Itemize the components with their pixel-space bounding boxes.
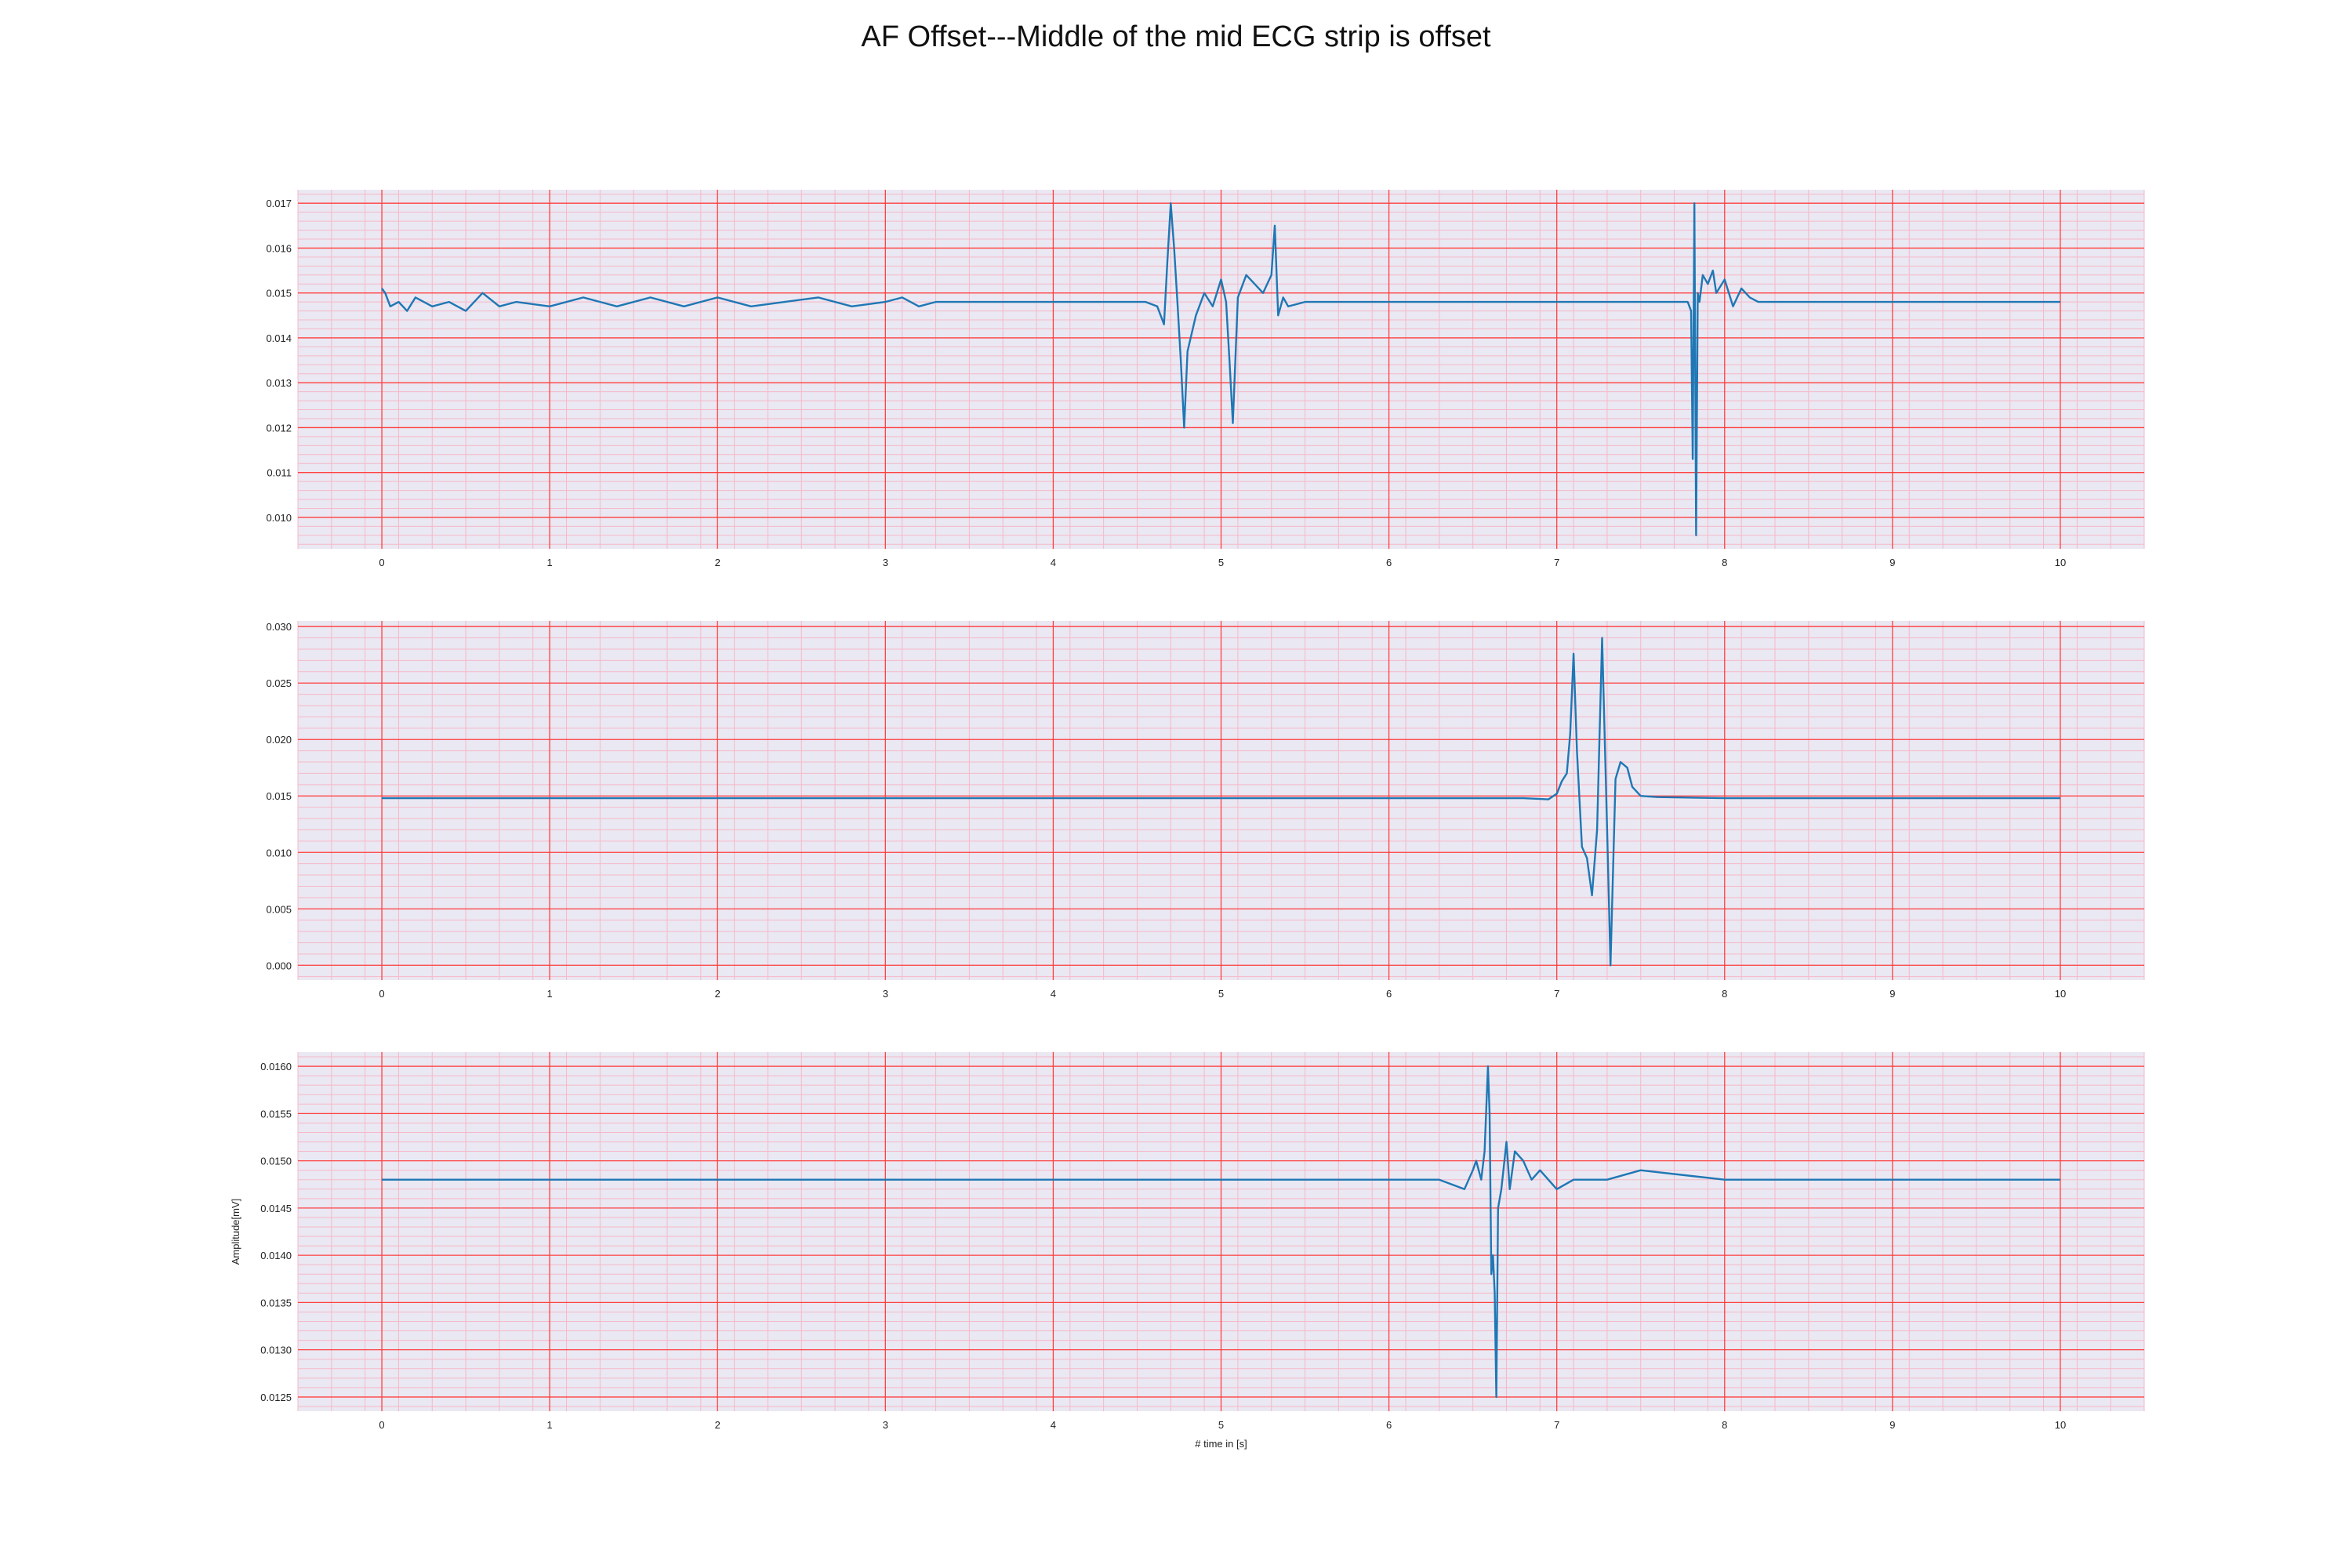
x-tick-label: 9 (1889, 988, 1895, 1000)
ecg-strip-3: 0 1 2 3 4 5 6 7 8 9 10 0.0125 0.0130 0.0135 0.0140 0.01… (230, 1052, 2145, 1450)
x-tick-label: 5 (1218, 988, 1224, 1000)
y-tick-label: 0.025 (266, 677, 292, 689)
y-tick-label: 0.0160 (260, 1061, 292, 1073)
x-axis-label: # time in [s] (1195, 1438, 1247, 1450)
x-tick-label: 10 (2055, 557, 2066, 568)
x-tick-label: 4 (1051, 1419, 1056, 1431)
y-tick-label: 0.0150 (260, 1156, 292, 1167)
y-tick-label: 0.016 (266, 242, 292, 254)
x-tick-label: 9 (1889, 1419, 1895, 1431)
y-tick-label: 0.013 (266, 377, 292, 389)
y-tick-label: 0.010 (266, 512, 292, 524)
y-tick-label: 0.011 (267, 467, 292, 479)
x-tick-label: 7 (1554, 988, 1559, 1000)
x-tick-label: 10 (2055, 1419, 2066, 1431)
x-tick-label: 0 (379, 1419, 384, 1431)
x-tick-label: 8 (1722, 1419, 1727, 1431)
ecg-signal-line (382, 1065, 2060, 1399)
x-tick-label: 8 (1722, 988, 1727, 1000)
x-tick-label: 2 (715, 1419, 720, 1431)
x-tick-label: 10 (2055, 988, 2066, 1000)
x-tick-label: 6 (1386, 1419, 1392, 1431)
y-tick-label: 0.0135 (260, 1297, 292, 1308)
figure-title: AF Offset---Middle of the mid ECG strip … (861, 20, 1491, 53)
y-tick-label: 0.0140 (260, 1250, 292, 1261)
ecg-signal-line (382, 637, 2060, 967)
y-tick-label: 0.005 (266, 903, 292, 915)
y-tick-label: 0.015 (266, 790, 292, 802)
x-tick-label: 3 (883, 1419, 888, 1431)
x-tick-label: 0 (379, 988, 384, 1000)
x-tick-label: 1 (547, 557, 553, 568)
x-tick-label: 4 (1051, 988, 1056, 1000)
x-tick-label: 9 (1889, 557, 1895, 568)
x-tick-label: 1 (547, 1419, 553, 1431)
ecg-signal-line (381, 202, 2060, 536)
x-tick-label: 6 (1386, 557, 1392, 568)
x-tick-label: 4 (1051, 557, 1056, 568)
y-tick-label: 0.012 (266, 422, 292, 434)
x-tick-label: 3 (883, 557, 888, 568)
y-tick-label: 0.0145 (260, 1203, 292, 1214)
y-tick-label: 0.020 (266, 734, 292, 746)
x-tick-label: 3 (883, 988, 888, 1000)
y-tick-label: 0.015 (266, 288, 292, 299)
y-tick-label: 0.0130 (260, 1345, 292, 1356)
y-tick-label: 0.0155 (260, 1108, 292, 1120)
y-tick-label: 0.014 (266, 332, 292, 344)
y-tick-label: 0.030 (266, 621, 292, 633)
x-tick-label: 5 (1218, 1419, 1224, 1431)
x-tick-label: 7 (1554, 557, 1559, 568)
y-tick-label: 0.000 (266, 960, 292, 971)
x-tick-label: 1 (547, 988, 553, 1000)
y-tick-label: 0.010 (266, 847, 292, 858)
ecg-strip-1: 0 1 2 3 4 5 6 7 8 9 10 0.010 0.011 0.012 0.013 0.014 0.0… (266, 190, 2145, 568)
ecg-strip-2: 0 1 2 3 4 5 6 7 8 9 10 0.000 0.005 0.010 0.015 0.020 0.0… (266, 621, 2145, 1000)
y-tick-label: 0.0125 (260, 1392, 292, 1403)
x-tick-label: 0 (379, 557, 384, 568)
x-tick-label: 2 (715, 557, 720, 568)
x-tick-label: 6 (1386, 988, 1392, 1000)
y-axis-label: Amplitude[mV] (230, 1199, 241, 1265)
x-tick-label: 5 (1218, 557, 1224, 568)
y-tick-label: 0.017 (266, 198, 292, 209)
x-tick-label: 2 (715, 988, 720, 1000)
x-tick-label: 7 (1554, 1419, 1559, 1431)
x-tick-label: 8 (1722, 557, 1727, 568)
